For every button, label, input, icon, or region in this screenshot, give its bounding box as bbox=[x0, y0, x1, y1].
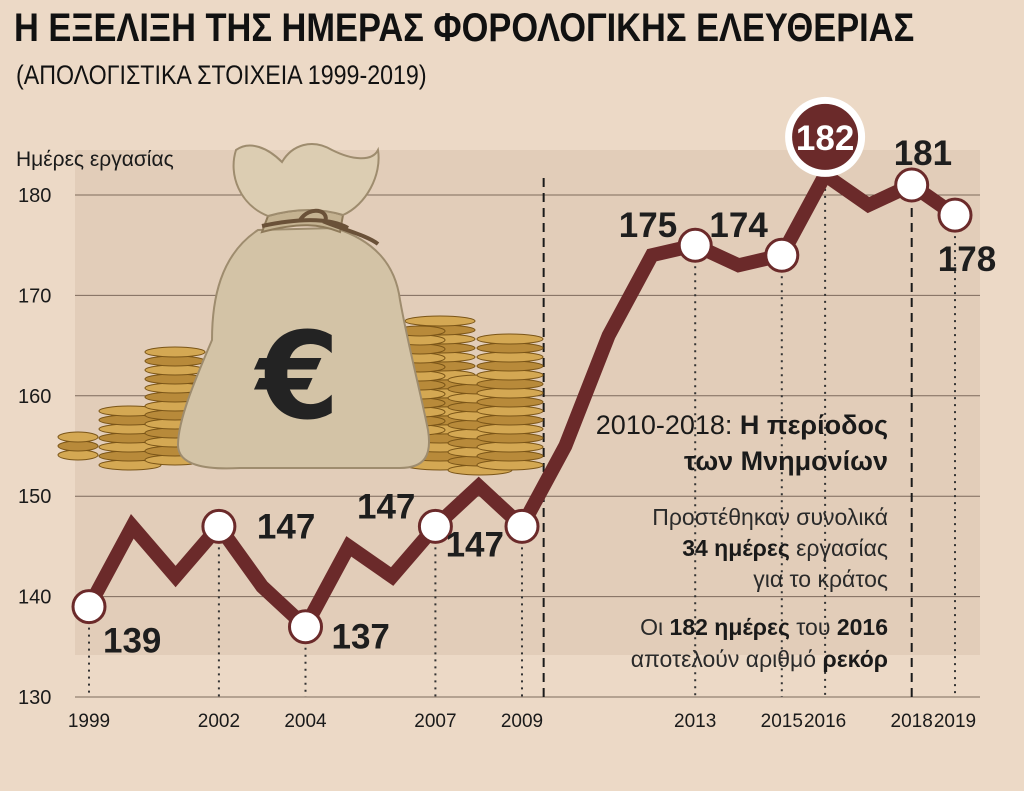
note1-line2: 34 ημέρες εργασίας bbox=[682, 535, 888, 561]
money-bag-body bbox=[176, 226, 430, 470]
data-marker bbox=[71, 589, 107, 625]
euro-icon: € bbox=[253, 308, 340, 447]
coin bbox=[144, 346, 206, 358]
x-tick-label: 2016 bbox=[804, 711, 846, 732]
data-label: 147 bbox=[257, 507, 315, 546]
y-tick-label: 140 bbox=[18, 587, 51, 609]
note2-line2: αποτελούν αριθμό ρεκόρ bbox=[631, 646, 888, 672]
y-tick-label: 180 bbox=[18, 185, 51, 207]
data-label: 147 bbox=[446, 525, 504, 564]
x-tick-label: 2018 bbox=[891, 711, 933, 732]
y-axis-label: Ημέρες εργασίας bbox=[16, 148, 174, 171]
coin bbox=[57, 431, 99, 443]
data-label: 178 bbox=[938, 240, 996, 279]
data-marker bbox=[504, 508, 540, 544]
y-tick-label: 170 bbox=[18, 285, 51, 307]
y-tick-label: 130 bbox=[18, 687, 51, 709]
chart-subtitle: (ΑΠΟΛΟΓΙΣΤΙΚΑ ΣΤΟΙΧΕΙΑ 1999-2019) bbox=[16, 60, 427, 90]
data-label: 139 bbox=[103, 622, 161, 661]
data-marker bbox=[417, 508, 453, 544]
data-label: 147 bbox=[357, 487, 415, 526]
chart-title: Η ΕΞΕΛΙΞΗ ΤΗΣ ΗΜΕΡΑΣ ΦΟΡΟΛΟΓΙΚΗΣ ΕΛΕΥΘΕΡ… bbox=[14, 6, 915, 50]
x-tick-label: 2009 bbox=[501, 711, 543, 732]
data-label: 175 bbox=[619, 206, 677, 245]
note2-line1: Οι 182 ημέρες του 2016 bbox=[640, 614, 888, 640]
period-boundaries bbox=[542, 178, 913, 697]
x-tick-label: 2013 bbox=[674, 711, 716, 732]
data-marker bbox=[677, 227, 713, 263]
x-tick-label: 2007 bbox=[414, 711, 456, 732]
data-marker bbox=[894, 167, 930, 203]
bag-string bbox=[261, 208, 380, 246]
period-title-line2: των Μνημονίων bbox=[684, 446, 888, 476]
data-labels: 139 147 137 147 147 175 174 182 181 178 bbox=[103, 119, 996, 661]
data-label: 137 bbox=[332, 618, 390, 657]
data-marker bbox=[764, 237, 800, 273]
data-markers bbox=[71, 96, 973, 645]
y-tick-label: 160 bbox=[18, 386, 51, 408]
x-tick-label: 2002 bbox=[198, 711, 240, 732]
data-marker bbox=[937, 197, 973, 233]
x-tick-label: 2015 bbox=[761, 711, 803, 732]
data-label: 181 bbox=[894, 134, 952, 173]
coin bbox=[404, 315, 476, 327]
x-tick-label: 1999 bbox=[68, 711, 110, 732]
money-bag-illustration: € bbox=[57, 143, 544, 476]
note1-line1: Προστέθηκαν συνολικά bbox=[652, 504, 888, 530]
coin bbox=[476, 333, 544, 345]
period-title-line1: 2010-2018: Η περίοδος bbox=[596, 410, 888, 440]
data-label: 174 bbox=[709, 206, 768, 245]
y-tick-labels: 130 140 150 160 170 180 bbox=[18, 185, 51, 709]
x-tick-label: 2019 bbox=[934, 711, 976, 732]
highlight-marker bbox=[792, 103, 859, 170]
y-tick-label: 150 bbox=[18, 486, 51, 508]
note1-line3: για το κράτος bbox=[753, 566, 888, 592]
x-tick-labels: 1999 2002 2004 2007 2009 2013 2015 2016 2018 2019 bbox=[68, 711, 976, 732]
data-marker bbox=[201, 508, 237, 544]
period-annotation: 2010-2018: Η περίοδος των Μνημονίων Προσ… bbox=[596, 410, 888, 672]
x-tick-label: 2004 bbox=[284, 711, 327, 732]
data-marker bbox=[288, 609, 323, 645]
money-bag-top bbox=[232, 143, 380, 218]
data-label-record: 182 bbox=[796, 119, 854, 158]
